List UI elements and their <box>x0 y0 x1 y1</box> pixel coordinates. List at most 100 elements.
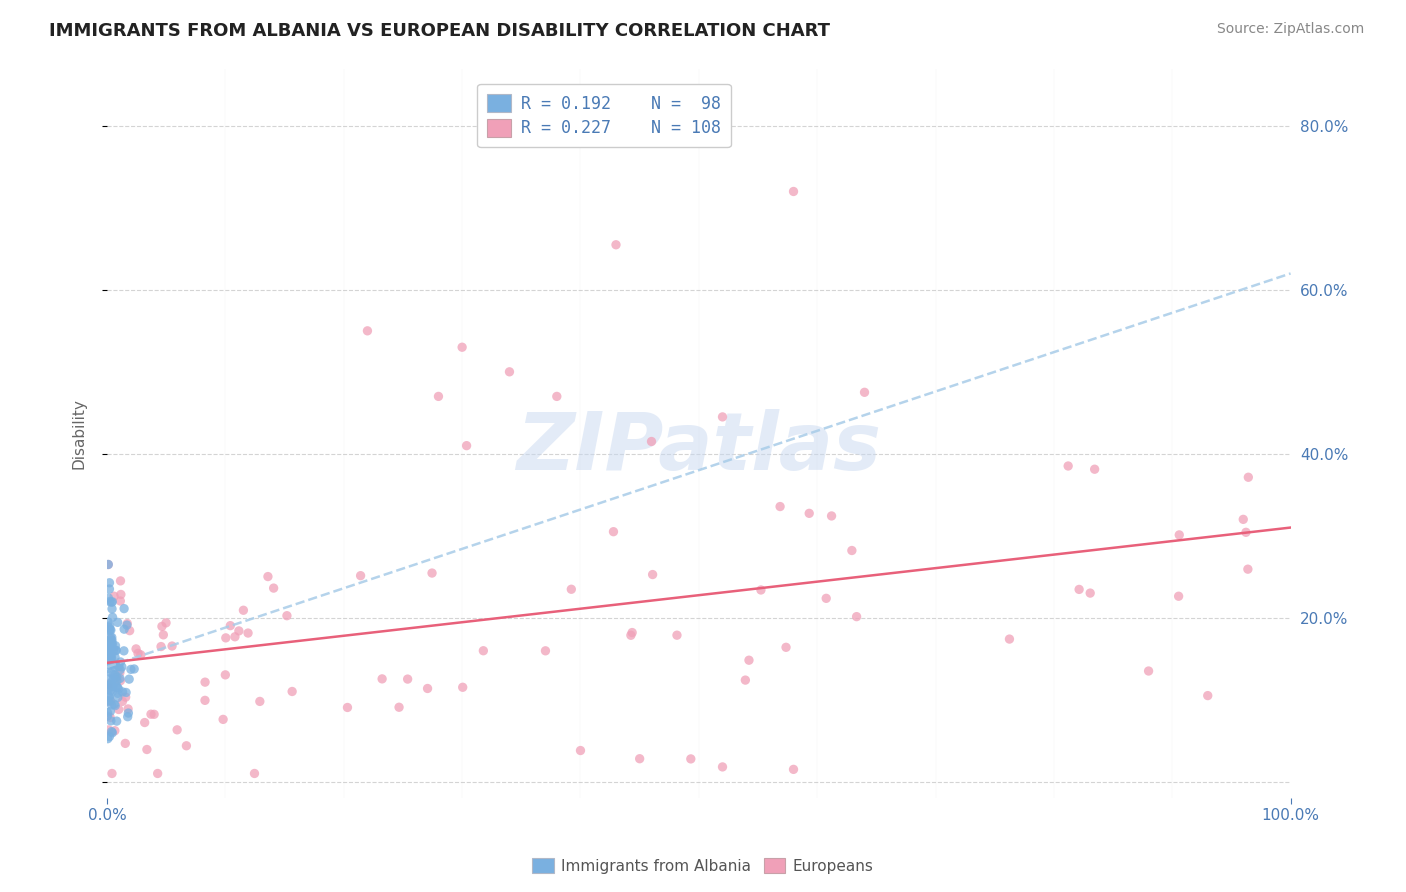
Point <box>150 640 173 654</box>
Legend: R = 0.192    N =  98, R = 0.227    N = 108: R = 0.192 N = 98, R = 0.227 N = 108 <box>478 84 731 147</box>
Point <box>160 639 183 653</box>
Point <box>104 660 127 674</box>
Point <box>96 662 118 676</box>
Point <box>96 709 118 723</box>
Point <box>215 631 238 645</box>
Point <box>97 591 120 605</box>
Point <box>420 566 443 580</box>
Point <box>98 594 121 608</box>
Point <box>1137 664 1160 678</box>
Point <box>98 730 121 744</box>
Point <box>104 643 127 657</box>
Point <box>101 673 124 687</box>
Point <box>117 702 139 716</box>
Point <box>129 648 152 662</box>
Point <box>105 673 128 688</box>
Point <box>117 616 139 631</box>
Text: IMMIGRANTS FROM ALBANIA VS EUROPEAN DISABILITY CORRELATION CHART: IMMIGRANTS FROM ALBANIA VS EUROPEAN DISA… <box>49 22 830 40</box>
Point <box>107 659 129 673</box>
Point <box>134 715 156 730</box>
Point <box>97 635 120 649</box>
Point <box>194 675 217 690</box>
Point <box>104 650 127 665</box>
Point <box>108 672 131 686</box>
Point <box>110 673 132 688</box>
Point <box>1197 689 1219 703</box>
Point <box>276 608 298 623</box>
Point <box>100 665 122 680</box>
Point <box>101 633 124 648</box>
Point <box>214 668 236 682</box>
Point <box>104 657 127 672</box>
Point <box>451 340 474 354</box>
Point <box>104 668 127 682</box>
Point <box>396 672 419 686</box>
Point <box>107 681 129 696</box>
Point <box>114 690 136 705</box>
Point <box>97 682 120 697</box>
Point <box>100 632 122 646</box>
Point <box>472 644 495 658</box>
Point <box>1078 586 1101 600</box>
Point <box>166 723 188 737</box>
Point <box>281 684 304 698</box>
Point <box>139 707 162 722</box>
Point <box>110 587 132 601</box>
Point <box>427 389 450 403</box>
Point <box>125 641 148 656</box>
Point <box>101 610 124 624</box>
Point <box>97 620 120 634</box>
Point <box>101 631 124 645</box>
Point <box>107 615 129 630</box>
Point <box>101 679 124 693</box>
Point <box>194 693 217 707</box>
Point <box>110 574 132 588</box>
Point <box>371 672 394 686</box>
Point <box>101 766 124 780</box>
Point <box>1057 458 1080 473</box>
Point <box>100 724 122 739</box>
Point <box>101 595 124 609</box>
Point <box>97 681 120 695</box>
Point <box>115 618 138 632</box>
Point <box>97 654 120 668</box>
Point <box>621 625 644 640</box>
Point <box>769 500 792 514</box>
Point <box>569 743 592 757</box>
Point <box>98 690 121 704</box>
Point <box>98 658 121 673</box>
Point <box>998 632 1021 646</box>
Point <box>98 710 121 724</box>
Point <box>98 644 121 658</box>
Point <box>97 633 120 648</box>
Point <box>236 626 259 640</box>
Point <box>103 643 125 657</box>
Point <box>749 582 772 597</box>
Point <box>105 714 128 728</box>
Point <box>176 739 198 753</box>
Point <box>112 622 135 636</box>
Point <box>105 670 128 684</box>
Point <box>97 723 120 737</box>
Point <box>98 639 121 653</box>
Point <box>243 766 266 780</box>
Point <box>782 185 804 199</box>
Point <box>104 639 127 653</box>
Point <box>560 582 582 597</box>
Point <box>97 644 120 658</box>
Point <box>96 694 118 708</box>
Point <box>628 752 651 766</box>
Point <box>711 409 734 424</box>
Point <box>98 693 121 707</box>
Point <box>103 668 125 682</box>
Point <box>111 685 134 699</box>
Point <box>100 623 122 637</box>
Point <box>117 710 139 724</box>
Point <box>117 706 139 720</box>
Point <box>112 601 135 615</box>
Point <box>96 646 118 660</box>
Point <box>112 644 135 658</box>
Point <box>100 648 122 662</box>
Point <box>1237 470 1260 484</box>
Point <box>96 706 118 720</box>
